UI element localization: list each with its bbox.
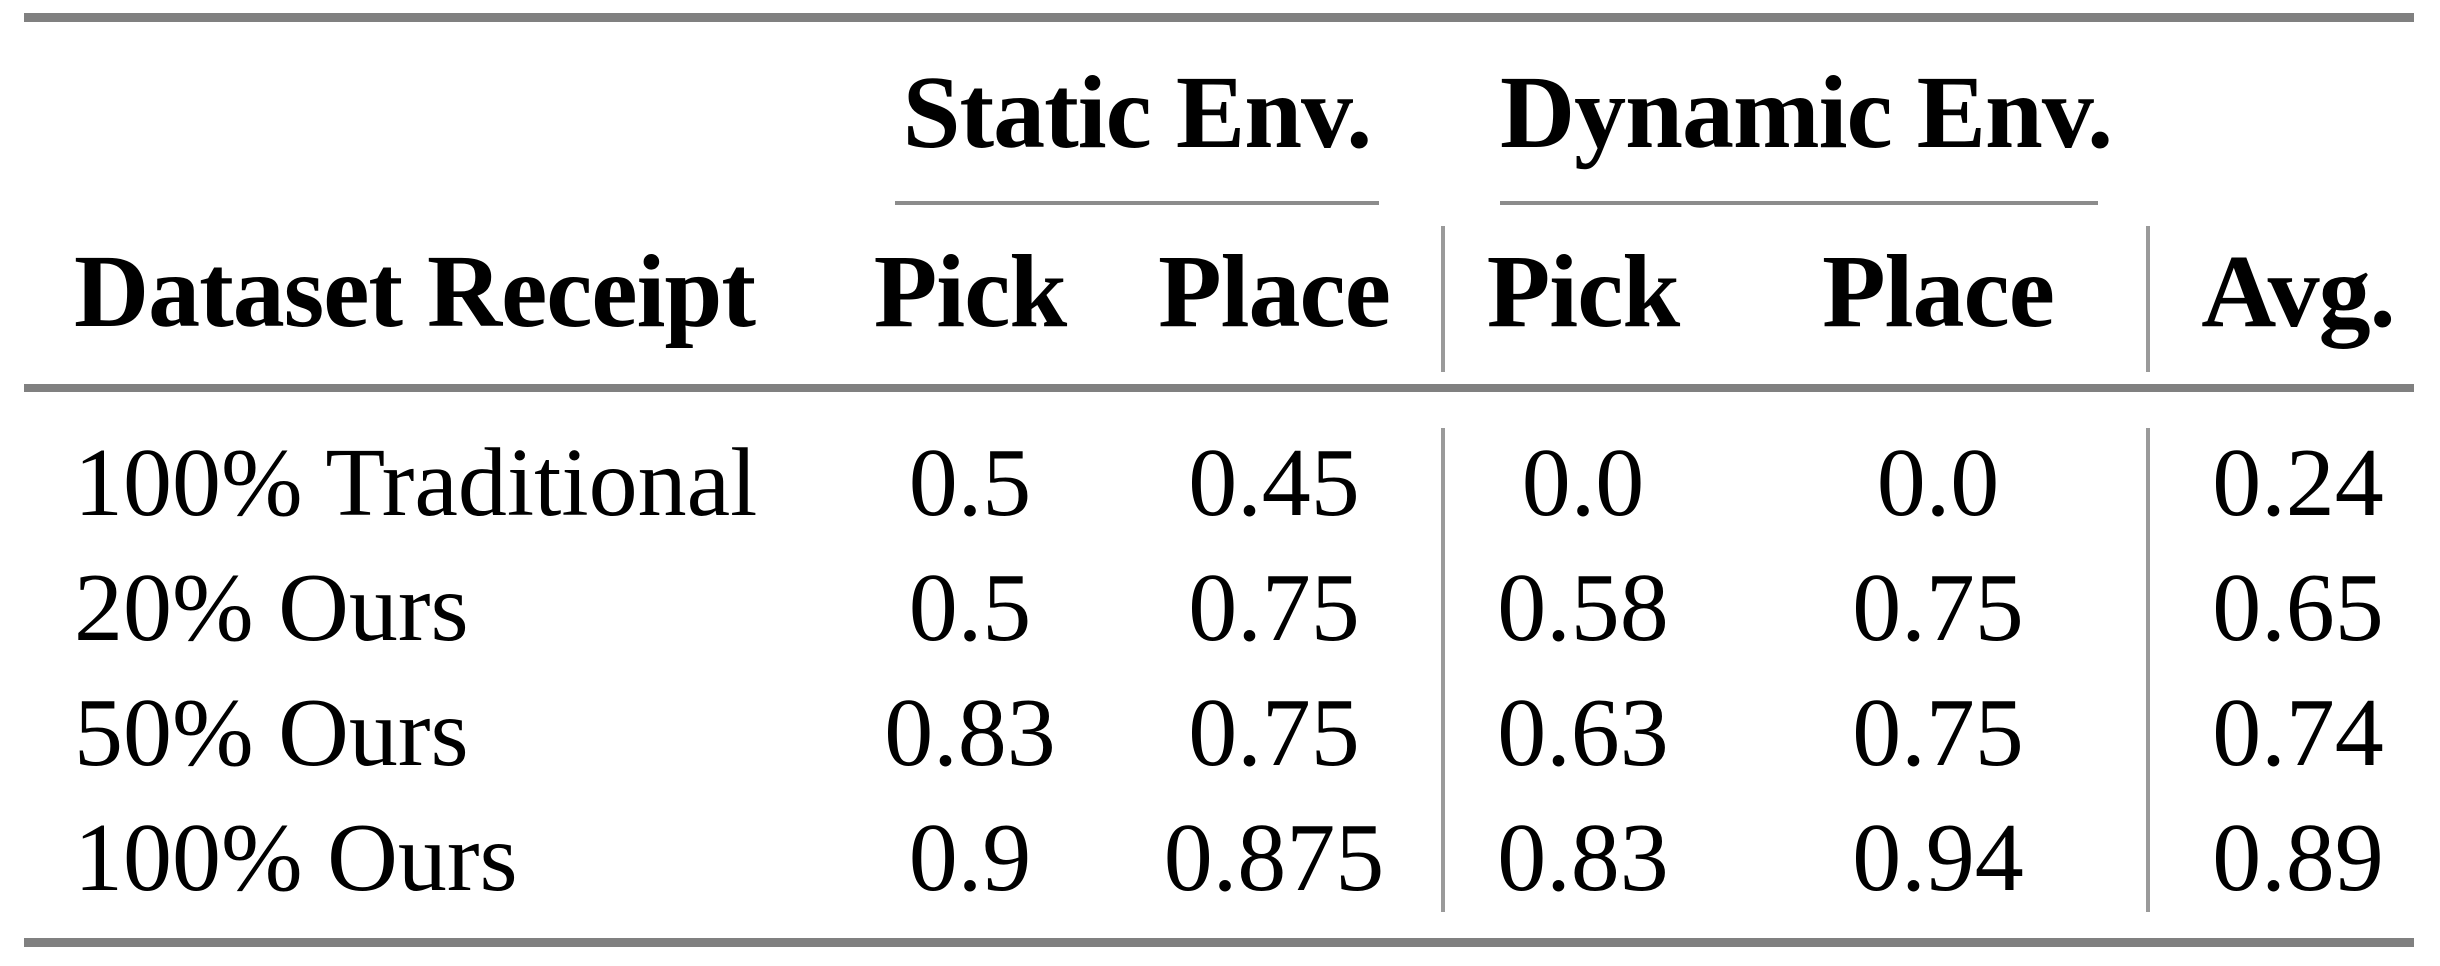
row-label: 20% Ours [74, 554, 469, 662]
dynamic-pick-value: 0.83 [1497, 804, 1669, 912]
column-header-row: Dataset Receipt Pick Place Pick Place Av… [0, 222, 2440, 362]
col-header-dynamic-place: Place [1822, 234, 2055, 349]
dynamic-pick-value: 0.0 [1521, 429, 1645, 537]
row-label: 100% Traditional [74, 429, 758, 537]
row-label: 50% Ours [74, 679, 469, 787]
dynamic-place-value: 0.94 [1852, 804, 2024, 912]
col-header-dynamic-pick: Pick [1486, 234, 1680, 349]
table-top-rule [24, 13, 2414, 22]
col-header-avg: Avg. [2201, 234, 2395, 349]
header-group-dynamic-env: Dynamic Env. [1500, 55, 2113, 170]
row-label: 100% Ours [74, 804, 518, 912]
static-place-value: 0.875 [1163, 804, 1385, 912]
table-header-separator-rule [24, 384, 2414, 392]
avg-value: 0.65 [2212, 554, 2384, 662]
table-bottom-rule [24, 938, 2414, 947]
dynamic-pick-value: 0.63 [1497, 679, 1669, 787]
col-header-dataset-receipt: Dataset Receipt [74, 234, 756, 349]
dynamic-place-value: 0.0 [1876, 429, 2000, 537]
static-pick-value: 0.5 [908, 554, 1032, 662]
avg-value: 0.74 [2212, 679, 2384, 787]
static-place-value: 0.45 [1188, 429, 1360, 537]
table-row: 20% Ours 0.5 0.75 0.58 0.75 0.65 [0, 546, 2440, 671]
dynamic-place-value: 0.75 [1852, 554, 2024, 662]
col-header-static-place: Place [1158, 234, 1391, 349]
col-header-static-pick: Pick [873, 234, 1067, 349]
table-row: 100% Ours 0.9 0.875 0.83 0.94 0.89 [0, 796, 2440, 921]
dynamic-env-underline [1500, 201, 2098, 205]
static-pick-value: 0.5 [908, 429, 1032, 537]
avg-value: 0.24 [2212, 429, 2384, 537]
static-pick-value: 0.83 [884, 679, 1056, 787]
vertical-rule-avg-body [2146, 428, 2150, 912]
static-place-value: 0.75 [1188, 679, 1360, 787]
avg-value: 0.89 [2212, 804, 2384, 912]
dynamic-place-value: 0.75 [1852, 679, 2024, 787]
vertical-rule-avg-header [2146, 226, 2150, 372]
header-group-static-env: Static Env. [902, 55, 1373, 170]
vertical-rule-static-dynamic-header [1441, 226, 1445, 372]
static-env-underline [895, 201, 1379, 205]
static-place-value: 0.75 [1188, 554, 1360, 662]
table-row: 100% Traditional 0.5 0.45 0.0 0.0 0.24 [0, 421, 2440, 546]
static-pick-value: 0.9 [908, 804, 1032, 912]
table-row: 50% Ours 0.83 0.75 0.63 0.75 0.74 [0, 671, 2440, 796]
dynamic-pick-value: 0.58 [1497, 554, 1669, 662]
vertical-rule-static-dynamic-body [1441, 428, 1445, 912]
